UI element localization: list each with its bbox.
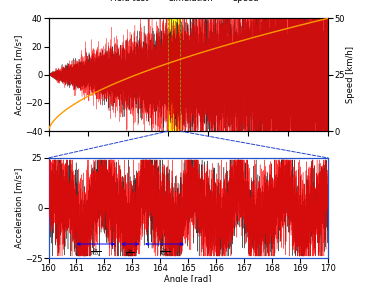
Text: $\frac{2\pi}{FCO}$: $\frac{2\pi}{FCO}$: [125, 247, 135, 259]
Y-axis label: Speed [km/h]: Speed [km/h]: [346, 46, 355, 103]
Text: $\frac{2\pi}{FCO_e}$: $\frac{2\pi}{FCO_e}$: [159, 247, 170, 259]
Bar: [168, 18, 180, 131]
Legend: Field test, Simulation, Speed: Field test, Simulation, Speed: [91, 0, 263, 6]
Y-axis label: Acceleration [m/s²]: Acceleration [m/s²]: [14, 168, 23, 248]
X-axis label: Angle [rad]: Angle [rad]: [165, 275, 212, 282]
Y-axis label: Acceleration [m/s²]: Acceleration [m/s²]: [14, 34, 23, 115]
Text: $\frac{2\pi}{FCO_e}$: $\frac{2\pi}{FCO_e}$: [90, 247, 102, 259]
